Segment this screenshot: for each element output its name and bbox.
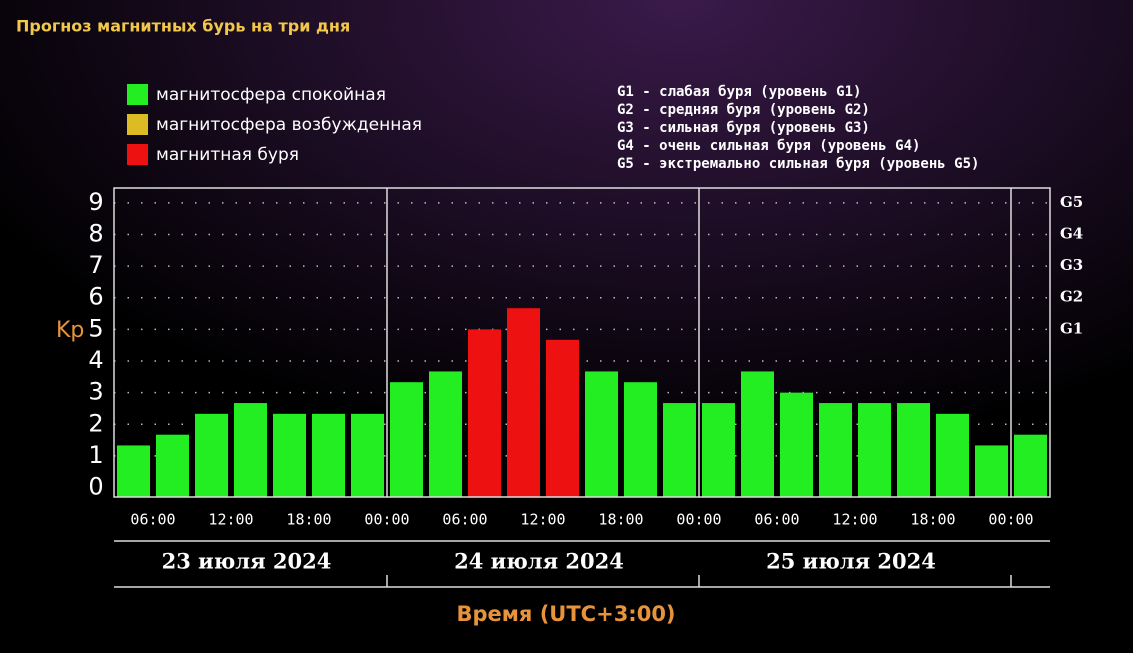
bar: [897, 403, 930, 497]
bar: [741, 371, 774, 497]
bar: [936, 413, 969, 497]
x-tick-label: 00:00: [676, 511, 721, 529]
y2-tick-label: G1: [1060, 319, 1083, 337]
x-tick-label: 18:00: [598, 511, 643, 529]
legend-label: магнитосфера возбужденная: [156, 115, 422, 135]
legend-swatch: [127, 144, 148, 165]
day-label: 25 июля 2024: [766, 549, 936, 574]
legend-swatch: [127, 84, 148, 105]
bar: [234, 403, 267, 497]
y2-tick-label: G2: [1060, 288, 1083, 306]
y-tick-label: 1: [88, 441, 103, 469]
x-tick-label: 00:00: [364, 511, 409, 529]
bar: [858, 403, 891, 497]
bar: [663, 403, 696, 497]
y-axis-label: Kp: [56, 318, 84, 343]
note: G4 - очень сильная буря (уровень G4): [617, 138, 920, 154]
bar: [585, 371, 618, 497]
y2-tick-label: G5: [1060, 193, 1083, 211]
bar: [429, 371, 462, 497]
bar: [468, 329, 501, 497]
bar: [624, 382, 657, 497]
note: G3 - сильная буря (уровень G3): [617, 120, 870, 136]
note: G1 - слабая буря (уровень G1): [617, 84, 861, 100]
day-label: 23 июля 2024: [162, 549, 332, 574]
note: G5 - экстремально сильная буря (уровень …: [617, 156, 979, 172]
y-tick-label: 4: [88, 346, 103, 374]
legend-label: магнитная буря: [156, 145, 299, 165]
x-tick-label: 18:00: [910, 511, 955, 529]
legend-label: магнитосфера спокойная: [156, 85, 386, 105]
x-tick-label: 06:00: [130, 511, 175, 529]
x-axis-label: Время (UTC+3:00): [456, 602, 675, 626]
x-tick-label: 12:00: [520, 511, 565, 529]
x-tick-label: 12:00: [832, 511, 877, 529]
bar: [546, 339, 579, 497]
bar: [195, 413, 228, 497]
bar: [780, 392, 813, 497]
legend-swatch: [127, 114, 148, 135]
chart-title: Прогноз магнитных бурь на три дня: [16, 17, 350, 36]
bar: [702, 403, 735, 497]
bar: [975, 445, 1008, 497]
bar: [390, 382, 423, 497]
x-tick-label: 12:00: [208, 511, 253, 529]
y-tick-label: 9: [88, 188, 103, 216]
bar: [156, 434, 189, 497]
y-tick-label: 7: [88, 251, 103, 279]
bar: [117, 445, 150, 497]
y-tick-label: 3: [88, 378, 103, 406]
bar: [507, 308, 540, 497]
bar: [1014, 434, 1047, 497]
y-tick-label: 6: [88, 283, 103, 311]
y-tick-label: 8: [88, 219, 103, 247]
note: G2 - средняя буря (уровень G2): [617, 102, 870, 118]
y2-tick-label: G3: [1060, 256, 1083, 274]
day-label: 24 июля 2024: [454, 549, 624, 574]
bar: [312, 413, 345, 497]
bar: [273, 413, 306, 497]
y-tick-label: 5: [88, 314, 103, 342]
y2-tick-label: G4: [1060, 224, 1083, 242]
x-tick-label: 06:00: [442, 511, 487, 529]
x-tick-label: 00:00: [988, 511, 1033, 529]
bar: [819, 403, 852, 497]
bar: [351, 413, 384, 497]
plot-frame: [113, 187, 1051, 498]
y-tick-label: 2: [88, 409, 103, 437]
y-tick-label: 0: [88, 473, 103, 501]
x-tick-label: 06:00: [754, 511, 799, 529]
x-tick-label: 18:00: [286, 511, 331, 529]
